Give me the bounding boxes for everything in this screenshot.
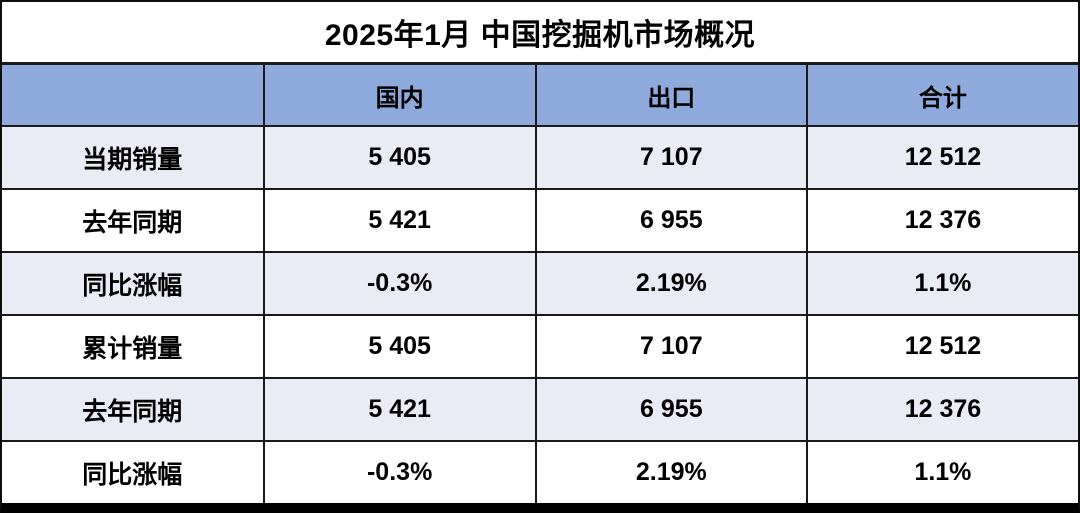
- cell-domestic: 5 421: [264, 379, 537, 440]
- table-header-row: 国内 出口 合计: [2, 65, 1078, 127]
- row-label: 同比涨幅: [2, 442, 265, 503]
- cell-total: 12 376: [807, 379, 1078, 440]
- table-title: 2025年1月 中国挖掘机市场概况: [2, 2, 1078, 65]
- row-label: 去年同期: [2, 190, 265, 251]
- cell-total: 12 512: [807, 316, 1078, 377]
- row-label: 去年同期: [2, 379, 265, 440]
- cell-domestic: 5 405: [264, 127, 537, 188]
- header-cell-empty: [2, 65, 265, 125]
- header-cell-domestic: 国内: [264, 65, 537, 125]
- cell-export: 2.19%: [536, 442, 808, 503]
- header-cell-total: 合计: [807, 65, 1078, 125]
- cell-domestic: 5 405: [264, 316, 537, 377]
- cell-total: 1.1%: [807, 442, 1078, 503]
- cell-export: 2.19%: [536, 253, 808, 314]
- cell-total: 12 512: [807, 127, 1078, 188]
- table-row-last-year-period: 去年同期 5 421 6 955 12 376: [2, 190, 1078, 253]
- table-row-current-sales: 当期销量 5 405 7 107 12 512: [2, 127, 1078, 190]
- table-row-yoy-change-cumulative: 同比涨幅 -0.3% 2.19% 1.1%: [2, 442, 1078, 503]
- cell-domestic: -0.3%: [264, 253, 537, 314]
- cell-domestic: -0.3%: [264, 442, 537, 503]
- header-cell-export: 出口: [536, 65, 808, 125]
- row-label: 同比涨幅: [2, 253, 265, 314]
- cell-export: 6 955: [536, 190, 808, 251]
- cell-domestic: 5 421: [264, 190, 537, 251]
- table-row-yoy-change: 同比涨幅 -0.3% 2.19% 1.1%: [2, 253, 1078, 316]
- table-row-cumulative-sales: 累计销量 5 405 7 107 12 512: [2, 316, 1078, 379]
- table-row-last-year-period-cumulative: 去年同期 5 421 6 955 12 376: [2, 379, 1078, 442]
- cell-export: 6 955: [536, 379, 808, 440]
- cell-total: 1.1%: [807, 253, 1078, 314]
- row-label: 当期销量: [2, 127, 265, 188]
- cell-export: 7 107: [536, 316, 808, 377]
- cell-export: 7 107: [536, 127, 808, 188]
- cell-total: 12 376: [807, 190, 1078, 251]
- row-label: 累计销量: [2, 316, 265, 377]
